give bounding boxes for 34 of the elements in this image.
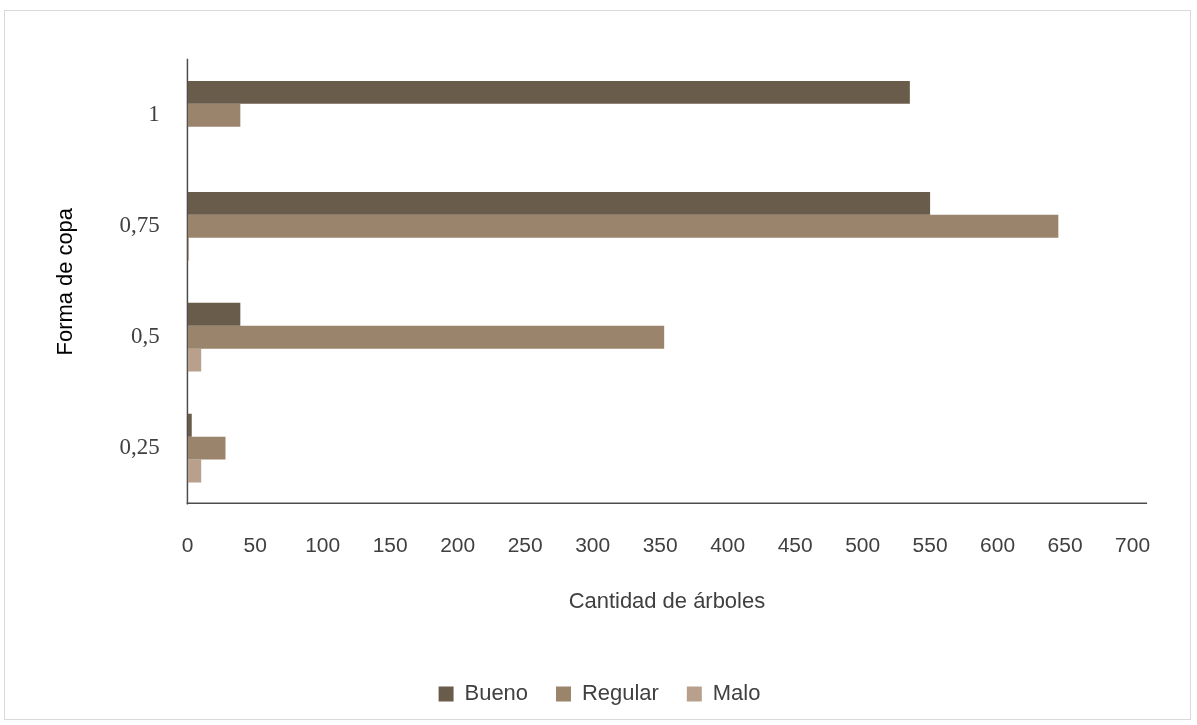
x-tick-label: 300 (575, 532, 611, 556)
y-axis-title: Forma de copa (52, 207, 78, 356)
x-tick-label: 550 (912, 532, 948, 556)
x-tick-label: 200 (440, 532, 476, 556)
y-tick-label: 1 (148, 101, 160, 127)
y-tick-label: 0,5 (131, 323, 160, 349)
bar (187, 325, 665, 349)
bar (187, 214, 1059, 238)
x-tick-label: 650 (1047, 532, 1083, 556)
y-tick-label: 0,75 (119, 212, 160, 238)
x-tick-label: 400 (710, 532, 746, 556)
bar (187, 459, 202, 483)
x-tick-label: 450 (777, 532, 813, 556)
x-axis-title: Cantidad de árboles (568, 588, 766, 614)
bar (187, 348, 202, 372)
x-tick-label: 600 (980, 532, 1016, 556)
x-tick-label: 700 (1115, 532, 1151, 556)
y-tick-label: 0,25 (119, 434, 160, 460)
bar (187, 413, 192, 437)
x-tick-label: 0 (181, 532, 194, 556)
x-tick-label: 50 (243, 532, 267, 556)
x-tick-label: 350 (642, 532, 678, 556)
legend-label: Malo (712, 680, 761, 706)
bar (187, 436, 226, 460)
bar (187, 302, 241, 326)
x-tick-label: 250 (507, 532, 543, 556)
bar (187, 103, 241, 127)
x-tick-label: 500 (845, 532, 881, 556)
x-tick-label: 150 (372, 532, 408, 556)
legend-label: Bueno (464, 680, 529, 706)
bar (187, 191, 931, 215)
bar (187, 80, 910, 104)
legend-label: Regular (581, 680, 659, 706)
x-tick-label: 100 (305, 532, 341, 556)
